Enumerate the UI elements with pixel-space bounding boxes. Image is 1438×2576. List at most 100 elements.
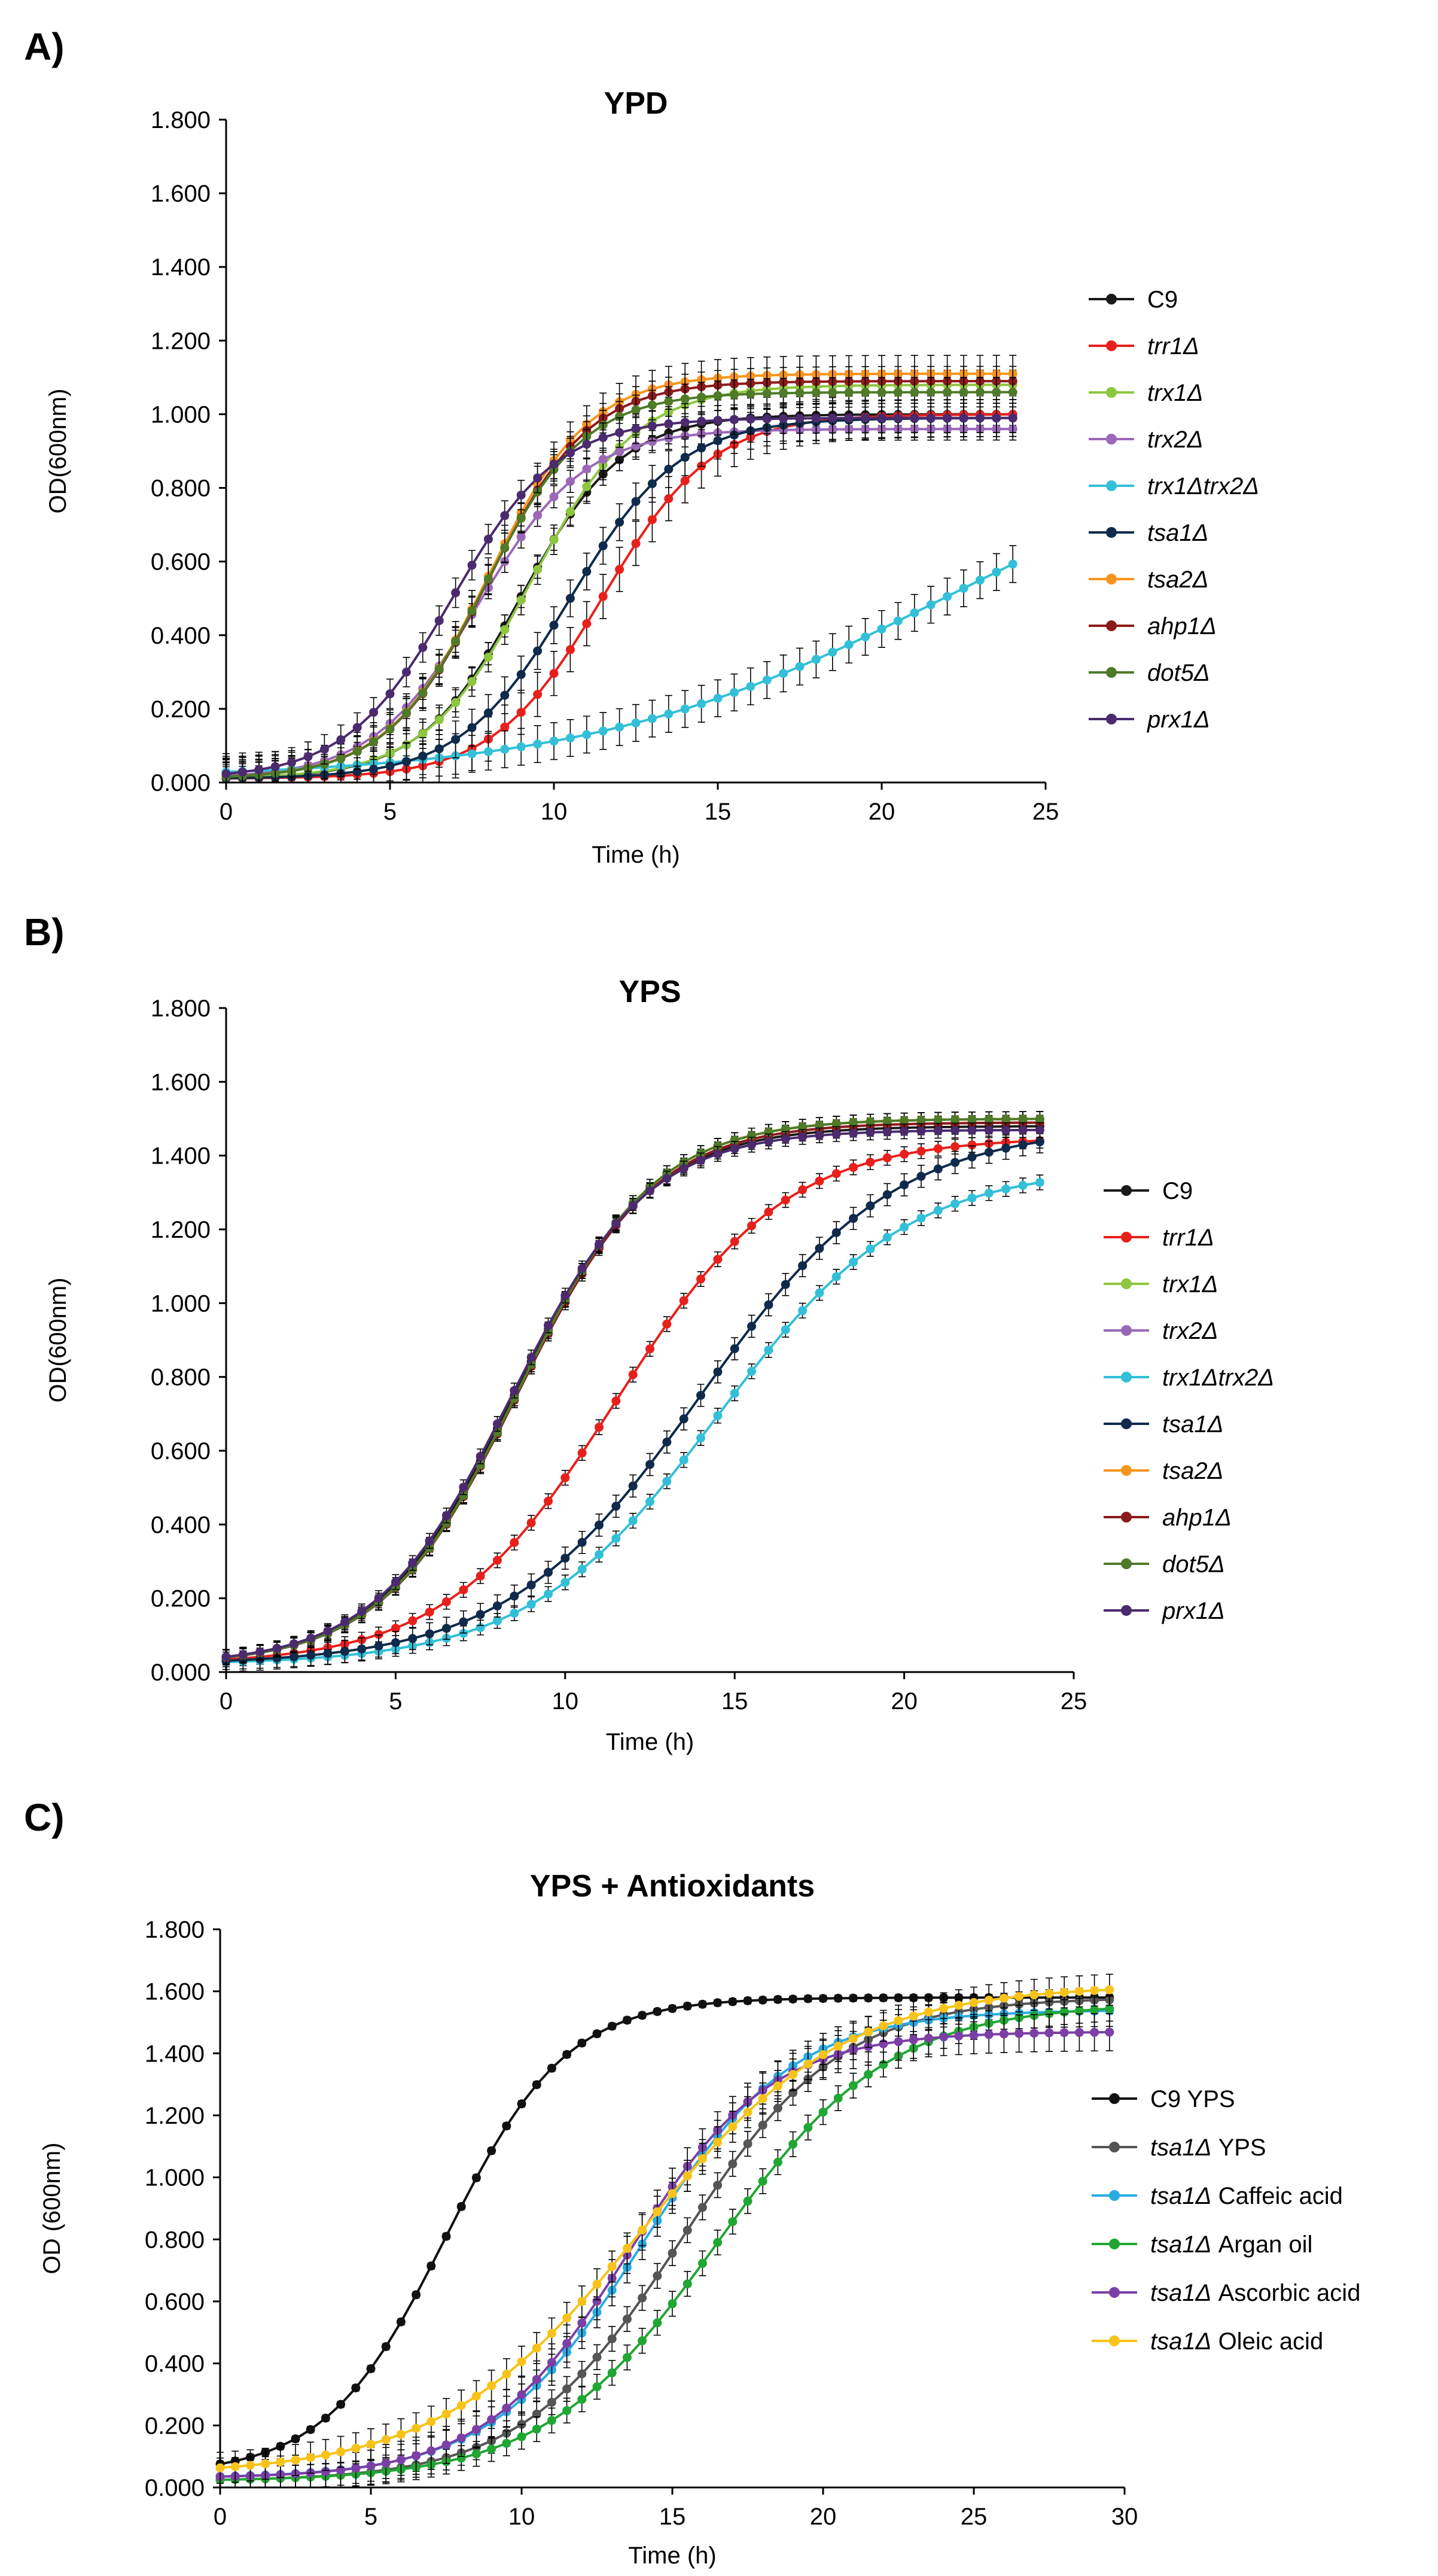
legend-item: prx1Δ — [1089, 707, 1210, 733]
legend-label: prx1Δ — [1162, 1598, 1225, 1624]
data-point — [926, 413, 936, 423]
data-point — [653, 2207, 662, 2216]
legend-label-condition: YPS — [1211, 2135, 1266, 2161]
y-axis-label: OD(600nm) — [45, 389, 71, 514]
data-point — [697, 2154, 707, 2163]
data-point — [811, 388, 821, 397]
data-point — [607, 2021, 617, 2031]
data-point — [615, 517, 624, 527]
data-point — [910, 413, 919, 423]
data-point — [795, 413, 805, 423]
data-point — [729, 430, 739, 440]
data-point — [510, 1591, 519, 1601]
data-point — [562, 2406, 572, 2415]
data-point — [728, 1997, 738, 2006]
data-point — [1001, 1125, 1011, 1135]
data-point — [762, 675, 772, 685]
data-point — [502, 2370, 511, 2379]
data-point — [487, 2415, 496, 2424]
legend-swatch-marker — [1106, 340, 1117, 351]
data-point — [894, 2016, 903, 2026]
data-point — [1018, 1115, 1028, 1123]
data-point — [1001, 1185, 1011, 1193]
data-point — [1035, 1125, 1044, 1135]
data-point — [730, 1389, 739, 1398]
data-point — [697, 443, 706, 453]
data-point — [950, 1142, 960, 1152]
data-point — [680, 394, 690, 404]
data-point — [459, 1585, 468, 1595]
data-point — [544, 1321, 553, 1330]
series-4 — [221, 1174, 1044, 1670]
legend-item: tsa2Δ — [1104, 1458, 1223, 1484]
data-point — [467, 606, 477, 616]
data-point — [713, 416, 723, 425]
chart-title: YPD — [604, 86, 668, 121]
legend-item: C9 YPS — [1092, 2086, 1235, 2112]
legend-label-condition: Caffeic acid — [1211, 2183, 1342, 2209]
data-point — [975, 576, 985, 585]
data-point — [357, 1644, 367, 1654]
data-point — [882, 1153, 892, 1162]
series-5 — [221, 1130, 1044, 1673]
legend-item: trx2Δ — [1089, 427, 1204, 453]
series-0 — [215, 1993, 1114, 2469]
data-point — [306, 1633, 316, 1643]
data-point — [833, 2093, 843, 2103]
data-point — [582, 619, 592, 628]
data-point — [866, 1128, 875, 1137]
legend-label-strain: tsa1Δ — [1150, 2135, 1211, 2161]
series-8 — [221, 377, 1017, 783]
data-point — [848, 1993, 858, 2003]
data-point — [396, 2429, 406, 2439]
data-point — [615, 565, 624, 574]
legend-swatch-marker — [1121, 1372, 1132, 1383]
data-point — [595, 1240, 604, 1249]
data-point — [374, 1630, 383, 1639]
legend-swatch-marker — [1106, 387, 1117, 398]
data-point — [933, 1164, 943, 1174]
data-point — [831, 1228, 841, 1237]
data-point — [565, 733, 575, 743]
data-point — [680, 452, 690, 462]
data-point — [713, 1411, 723, 1420]
data-point — [476, 1572, 485, 1581]
chart-title: YPS — [619, 975, 681, 1009]
data-point — [696, 1156, 705, 1165]
data-point — [510, 1609, 519, 1618]
legend-swatch-marker — [1121, 1418, 1132, 1429]
data-point — [441, 2440, 451, 2450]
data-point — [336, 754, 346, 763]
data-point — [893, 616, 903, 626]
data-point — [788, 2139, 798, 2149]
data-point — [747, 1140, 756, 1149]
data-point — [628, 1370, 638, 1380]
data-point — [500, 745, 510, 754]
data-point — [611, 1534, 621, 1543]
data-point — [679, 1296, 688, 1305]
data-point — [622, 2353, 632, 2362]
data-point — [645, 1344, 654, 1354]
panel-letter: B) — [24, 911, 65, 954]
data-point — [254, 765, 264, 775]
data-point — [916, 1171, 926, 1181]
series-2 — [215, 1995, 1114, 2488]
data-point — [730, 1344, 739, 1353]
legend-item: tsa1Δ — [1089, 520, 1208, 546]
data-point — [762, 414, 772, 424]
data-point — [668, 2189, 677, 2199]
data-point — [1018, 1140, 1028, 1150]
legend-item: trx1Δtrx2Δ — [1104, 1365, 1274, 1391]
data-point — [828, 388, 837, 397]
data-point — [517, 2357, 526, 2367]
legend-swatch-marker — [1121, 1325, 1132, 1336]
data-point — [662, 1476, 672, 1486]
x-tick-label: 20 — [869, 799, 895, 825]
data-point — [562, 2384, 572, 2394]
data-point — [245, 2461, 255, 2470]
data-point — [351, 2464, 361, 2473]
data-point — [1105, 2027, 1114, 2037]
data-point — [381, 2435, 391, 2444]
legend-label-strain: tsa1Δ — [1150, 2328, 1211, 2355]
legend-item: tsa2Δ — [1089, 567, 1208, 593]
